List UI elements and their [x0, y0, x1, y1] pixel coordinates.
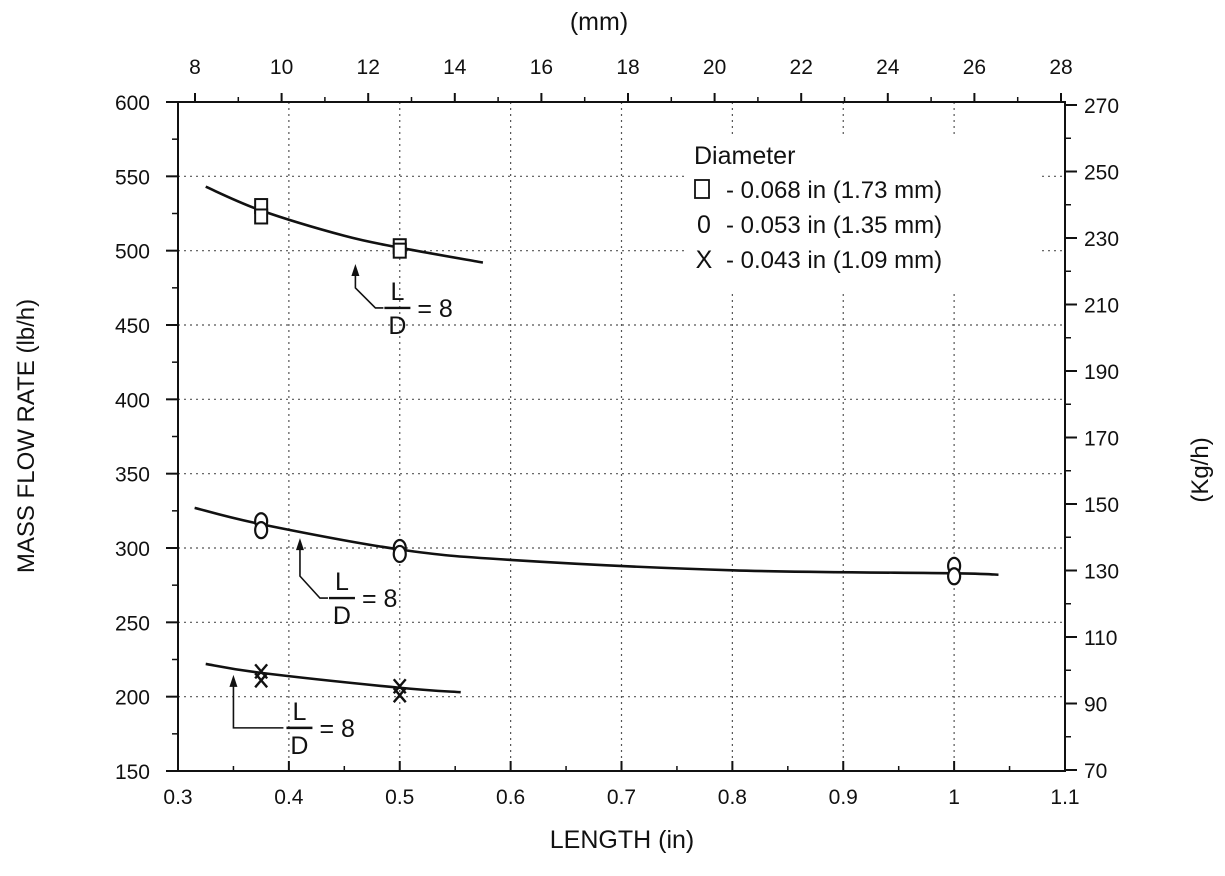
- legend-symbol: X: [696, 246, 713, 274]
- leader-line: [299, 542, 328, 599]
- fit-curve: [205, 185, 484, 264]
- fit-curves: [194, 185, 999, 694]
- point-x: [254, 672, 269, 689]
- y-tick-label: 450: [115, 315, 150, 338]
- y2-tick-label: 90: [1084, 694, 1107, 717]
- y-axis-label: MASS FLOW RATE (lb/h): [13, 299, 40, 573]
- y-tick-label: 600: [115, 92, 150, 115]
- data-points: [254, 198, 962, 703]
- x2-tick-label: 22: [790, 56, 813, 79]
- x2-tick-label: 10: [270, 56, 293, 79]
- legend: Diameter - 0.068 in (1.73 mm) 0 - 0.053 in …: [688, 136, 1040, 294]
- y2-tick-label: 110: [1084, 627, 1117, 650]
- fraction-denominator: D: [388, 312, 406, 340]
- legend-label: - 0.053 in (1.35 mm): [726, 212, 942, 239]
- x2-tick-label: 8: [189, 56, 201, 79]
- point-circle: [392, 544, 407, 564]
- x-tick-label: 0.3: [163, 786, 192, 809]
- x-tick-label: 1.1: [1050, 786, 1079, 809]
- x-tick-label: 1: [948, 786, 960, 809]
- y2-tick-label: 130: [1084, 561, 1119, 584]
- x2-tick-label: 24: [876, 56, 900, 79]
- x-tick-label: 0.6: [496, 786, 525, 809]
- legend-background: [688, 136, 1040, 294]
- x2-tick-label: 26: [963, 56, 986, 79]
- legend-label: - 0.068 in (1.73 mm): [726, 177, 942, 204]
- x2-tick-label: 18: [616, 56, 639, 79]
- fraction-numerator: L: [335, 568, 349, 596]
- y2-tick-label: 150: [1084, 494, 1119, 517]
- fit-curve: [194, 506, 999, 577]
- fraction-denominator: D: [333, 602, 351, 630]
- arrow-head: [295, 538, 304, 551]
- legend-label: - 0.043 in (1.09 mm): [726, 247, 942, 274]
- point-square: [392, 242, 407, 259]
- x-tick-label: 0.7: [607, 786, 636, 809]
- point-circle: [254, 521, 269, 540]
- right-axis-label: (Kg/h): [1187, 437, 1214, 502]
- legend-symbol-square: [694, 179, 710, 199]
- x-tick-label: 0.8: [718, 786, 747, 809]
- x-tick-label: 0.4: [274, 786, 304, 809]
- y-tick-label: 200: [115, 687, 150, 710]
- legend-symbol: 0: [697, 211, 711, 239]
- x-tick-label: 0.5: [385, 786, 414, 809]
- x-axis-label: LENGTH (in): [550, 826, 694, 854]
- fraction-equals: = 8: [362, 585, 397, 613]
- x2-tick-label: 16: [530, 56, 553, 79]
- x2-tick-label: 28: [1049, 56, 1072, 79]
- top-axis-label: (mm): [570, 8, 628, 36]
- leader-line: [232, 678, 284, 729]
- fraction-equals: = 8: [319, 715, 354, 743]
- x2-tick-label: 12: [357, 56, 380, 79]
- ld-annotation: LD = 8: [295, 538, 397, 630]
- y2-tick-label: 70: [1084, 760, 1107, 783]
- y-tick-label: 150: [115, 761, 150, 784]
- y-tick-label: 400: [115, 389, 150, 412]
- ld-annotation: LD = 8: [351, 263, 453, 340]
- y-tick-label: 350: [115, 464, 150, 487]
- fraction-numerator: L: [292, 698, 306, 726]
- x-tick-label: 0.9: [829, 786, 858, 809]
- arrow-head: [351, 263, 360, 276]
- y-tick-label: 500: [115, 241, 150, 264]
- annotations: LD= 8LD= 8LD= 8: [229, 263, 453, 760]
- y2-tick-label: 250: [1084, 162, 1119, 185]
- x2-tick-label: 14: [443, 56, 467, 79]
- ld-annotation: LD = 8: [229, 674, 355, 760]
- y-tick-label: 250: [115, 612, 150, 635]
- y-tick-label: 550: [115, 166, 150, 189]
- fraction-equals: = 8: [417, 295, 452, 323]
- ticks: 0.3 0.4 0.5 0.6 0.7 0.8 0.9 1 1.1150200250300350…: [115, 56, 1119, 809]
- y-tick-label: 300: [115, 538, 150, 561]
- arrow-head: [229, 674, 238, 687]
- legend-title: Diameter: [694, 142, 795, 170]
- point-x: [392, 687, 407, 703]
- fit-curve: [205, 662, 461, 694]
- fraction-numerator: L: [390, 278, 404, 306]
- y2-tick-label: 170: [1084, 428, 1119, 451]
- leader-line: [354, 267, 384, 309]
- point-square: [254, 208, 269, 225]
- y2-tick-label: 210: [1084, 295, 1119, 318]
- y2-tick-label: 230: [1084, 228, 1119, 251]
- point-circle: [947, 567, 962, 586]
- y2-tick-label: 270: [1084, 95, 1119, 118]
- fraction-denominator: D: [290, 732, 308, 760]
- y2-tick-label: 190: [1084, 361, 1119, 384]
- x2-tick-label: 20: [703, 56, 726, 79]
